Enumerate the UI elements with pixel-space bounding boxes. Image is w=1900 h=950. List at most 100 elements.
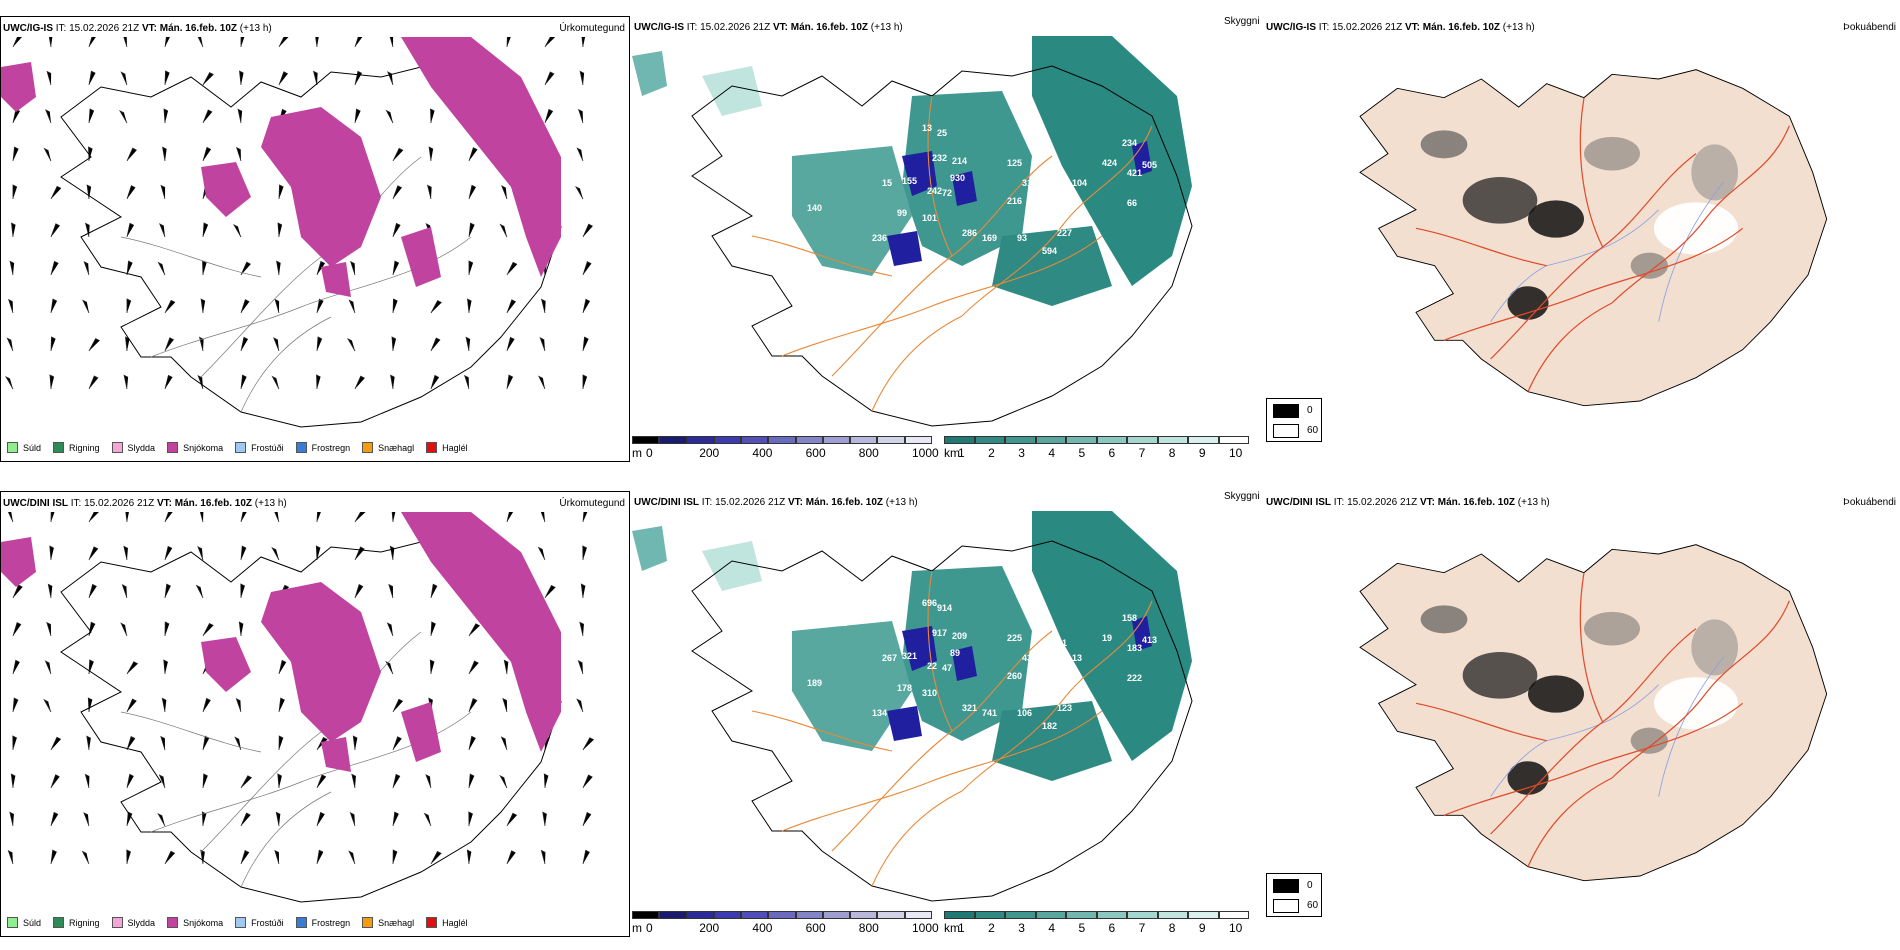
wind-barb [7, 850, 14, 865]
ceiling-label: 123 [1057, 703, 1072, 713]
wind-barbs [7, 512, 594, 865]
wind-barb [392, 811, 399, 827]
wind-barb [126, 773, 134, 789]
colorbar-unit: m [632, 446, 642, 460]
wind-barb [202, 622, 214, 637]
fog-high-label: 0 [1307, 880, 1313, 891]
wind-barb [278, 697, 285, 713]
colorbar-unit: m [632, 921, 642, 935]
wind-barb [12, 659, 20, 675]
lead-time: (+13 h) [1502, 22, 1535, 33]
wind-barb [581, 37, 586, 48]
wind-barb [276, 260, 281, 276]
wind-barb [81, 850, 90, 865]
panel-title: Úrkomutegund [559, 23, 625, 34]
colorbar-segment [944, 911, 975, 919]
panel-header: UWC/IG-IS IT: 15.02.2026 21Z VT: Mán. 16… [634, 22, 903, 33]
wind-barb [164, 850, 176, 865]
model-name: UWC/IG-IS [634, 22, 684, 33]
wind-barb [544, 71, 555, 86]
wind-barb [164, 512, 173, 523]
colorbar-segment [1188, 436, 1219, 444]
wind-barb [430, 108, 435, 124]
wind-barb [239, 70, 244, 86]
wind-barb [240, 545, 247, 561]
wind-barb [12, 697, 19, 713]
colorbar-segment [1005, 911, 1036, 919]
ceiling-label: 104 [1072, 178, 1087, 188]
wind-barb [197, 37, 204, 48]
ceiling-label: 505 [1142, 160, 1157, 170]
wind-barb [316, 260, 326, 276]
init-label: IT: [55, 23, 67, 34]
wind-barb [163, 108, 169, 124]
wind-barb [123, 374, 129, 390]
wind-barb [88, 338, 100, 352]
colorbar-segment [686, 436, 714, 444]
legend-swatch [426, 442, 438, 453]
legend-entry: Rigning [53, 917, 100, 928]
fog-low-label: 60 [1307, 900, 1319, 911]
colorbar-segment [713, 436, 742, 444]
legend-label: Frostúði [251, 442, 284, 453]
wind-barb [275, 811, 281, 827]
ceiling-label: 812 [832, 618, 847, 628]
wind-barb [202, 222, 209, 238]
ceiling-label: 99 [897, 208, 907, 218]
lead-time: (+13 h) [870, 22, 903, 33]
model-name: UWC/IG-IS [1266, 22, 1316, 33]
legend-label: Frostregn [311, 917, 351, 928]
colorbar-tick: 400 [752, 921, 773, 935]
ceiling-label: 267 [882, 653, 897, 663]
wind-barb [126, 222, 135, 238]
wind-barb [468, 773, 475, 789]
legend-swatch [111, 917, 123, 928]
wind-barb [316, 774, 327, 789]
wind-barb [582, 545, 587, 561]
wind-barb [389, 37, 394, 48]
legend-swatch [167, 917, 179, 928]
colorbar-tick: 200 [699, 446, 720, 460]
wind-barb [499, 774, 508, 789]
init-label: IT: [686, 22, 698, 33]
wind-barb [273, 337, 280, 352]
wind-barb [240, 812, 251, 827]
legend-swatch [426, 917, 438, 928]
ceiling-label: 106 [1017, 708, 1032, 718]
wind-barb [88, 108, 95, 124]
valid-time: Mán. 16.feb. 10Z [159, 23, 237, 34]
wind-barb [9, 260, 15, 276]
valid-label: VT: [787, 497, 803, 508]
legend-label: Frostúði [251, 917, 284, 928]
wind-barb [126, 185, 136, 200]
wind-barb [577, 660, 584, 675]
legend-label: Frostregn [311, 442, 351, 453]
legend-swatch [295, 442, 307, 453]
panel-header: UWC/DINI ISL IT: 15.02.2026 21Z VT: Mán.… [3, 498, 287, 509]
wind-barb [278, 735, 284, 751]
wind-barb [539, 336, 546, 352]
fog-high-swatch [1273, 404, 1299, 418]
wind-barb [83, 260, 90, 276]
wind-barb [157, 261, 166, 276]
legend-label: Slydda [127, 442, 156, 453]
wind-barb [540, 512, 546, 523]
wind-barb [502, 697, 508, 713]
wind-barb [160, 184, 166, 200]
wind-barb [468, 735, 476, 751]
wind-barb [158, 774, 166, 789]
wind-barb [50, 512, 55, 523]
wind-barb [240, 775, 252, 789]
wind-barb [576, 147, 584, 162]
wind-barb [468, 811, 473, 827]
lead-time: (+13 h) [254, 498, 287, 509]
valid-label: VT: [772, 22, 788, 33]
ceiling-label: 13 [1072, 653, 1082, 663]
ceiling-label: 805 [887, 613, 902, 623]
legend-label: Slydda [127, 917, 156, 928]
legend-entry: Haglél [426, 442, 468, 453]
visibility-colorbar: km 1 2 3 4 5 6 7 8 9 10 [944, 436, 1264, 462]
snowfall-areas [1, 37, 561, 297]
ceiling-label: 242 [927, 186, 942, 196]
